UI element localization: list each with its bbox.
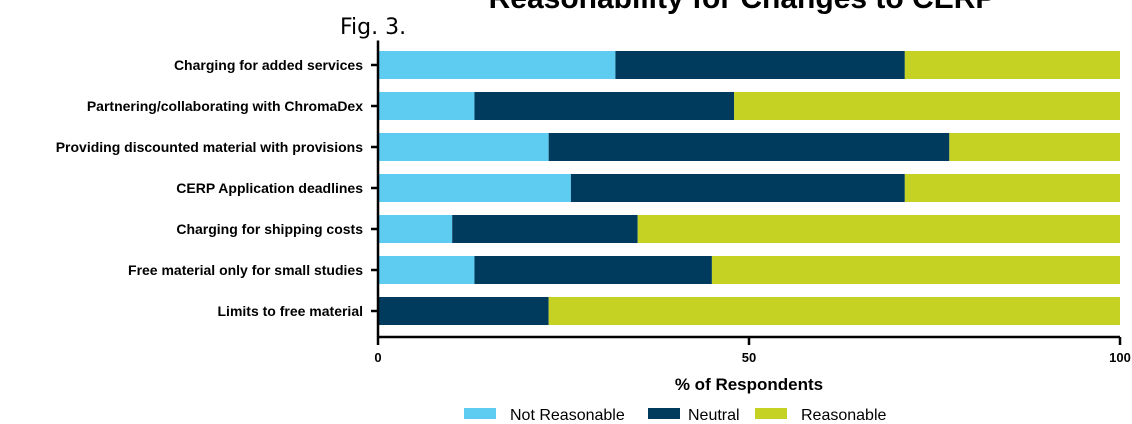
category-label: Charging for added services bbox=[174, 57, 363, 73]
legend-swatch bbox=[755, 408, 787, 419]
bar-1-1 bbox=[474, 92, 735, 120]
bar-1-0 bbox=[615, 51, 905, 79]
bar-1-4 bbox=[452, 215, 638, 243]
bar-2-5 bbox=[711, 256, 1120, 284]
x-tick-label: 0 bbox=[374, 350, 381, 365]
x-axis-title: % of Respondents bbox=[675, 375, 823, 394]
bars-group bbox=[371, 51, 1120, 325]
bar-1-5 bbox=[474, 256, 712, 284]
x-tick-label: 100 bbox=[1109, 350, 1131, 365]
chart-title: Reasonability for Changes to CERP bbox=[489, 0, 996, 15]
bar-2-2 bbox=[949, 133, 1120, 161]
bar-0-4 bbox=[378, 215, 453, 243]
bar-1-3 bbox=[570, 174, 905, 202]
category-label: Providing discounted material with provi… bbox=[56, 139, 363, 155]
legend: Not Reasonable Neutral Reasonable bbox=[464, 407, 887, 424]
bar-0-3 bbox=[378, 174, 571, 202]
bar-0-0 bbox=[378, 51, 616, 79]
category-labels: Charging for added services Partnering/co… bbox=[56, 57, 363, 319]
bar-2-3 bbox=[904, 174, 1120, 202]
category-label: Limits to free material bbox=[218, 303, 364, 319]
x-ticks: 0 50 100 bbox=[374, 337, 1131, 365]
bar-1-2 bbox=[548, 133, 950, 161]
legend-swatch bbox=[464, 408, 496, 419]
category-label: Charging for shipping costs bbox=[176, 221, 363, 237]
category-label: Free material only for small studies bbox=[128, 262, 363, 278]
category-label: Partnering/collaborating with ChromaDex bbox=[87, 98, 363, 114]
bar-0-5 bbox=[378, 256, 475, 284]
bar-0-1 bbox=[378, 92, 475, 120]
bar-2-0 bbox=[904, 51, 1120, 79]
category-label: CERP Application deadlines bbox=[176, 180, 363, 196]
bar-0-2 bbox=[378, 133, 549, 161]
legend-swatch bbox=[648, 408, 680, 419]
bar-2-4 bbox=[637, 215, 1120, 243]
legend-label: Neutral bbox=[688, 407, 740, 424]
legend-label: Not Reasonable bbox=[510, 407, 625, 424]
bar-2-1 bbox=[734, 92, 1120, 120]
bar-1-6 bbox=[378, 297, 549, 325]
figure-label: Fig. 3. bbox=[340, 15, 406, 40]
bar-2-6 bbox=[548, 297, 1120, 325]
x-tick-label: 50 bbox=[742, 350, 756, 365]
legend-label: Reasonable bbox=[801, 407, 887, 424]
